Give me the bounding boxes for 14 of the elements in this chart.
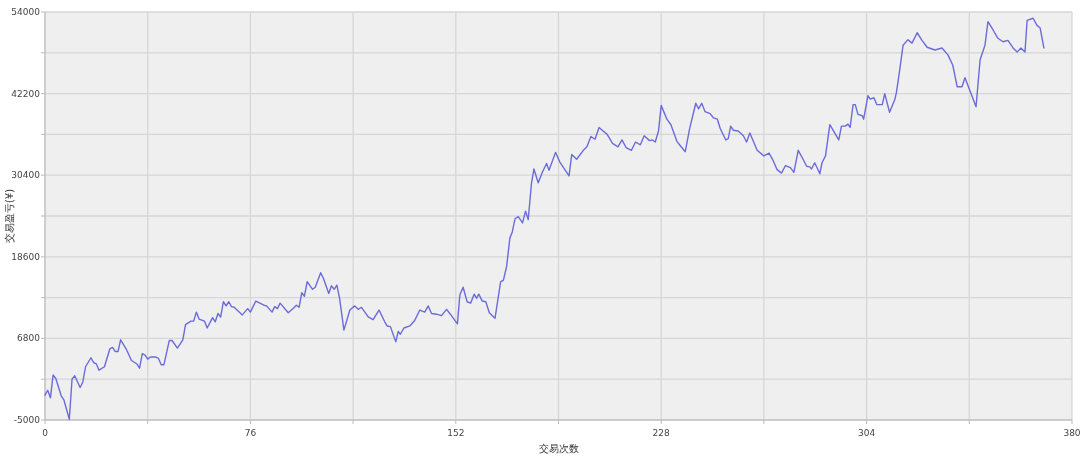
y-tick-label: 18600	[11, 251, 41, 262]
y-axis-title: 交易盈亏(¥)	[4, 188, 15, 244]
y-tick-label: -5000	[13, 415, 41, 425]
x-axis-title: 交易次数	[538, 443, 579, 454]
x-tick-label: 228	[652, 428, 671, 438]
x-tick-label: 380	[1063, 428, 1080, 438]
x-tick-label: 76	[244, 428, 257, 438]
y-tick-label: 54000	[11, 7, 41, 17]
y-tick-label: 30400	[11, 170, 41, 181]
y-tick-label: 42200	[11, 88, 41, 99]
x-tick-label: 152	[447, 428, 465, 438]
x-tick-label: 0	[42, 428, 49, 438]
y-tick-label: 6800	[17, 333, 41, 344]
x-tick-label: 304	[858, 428, 876, 438]
